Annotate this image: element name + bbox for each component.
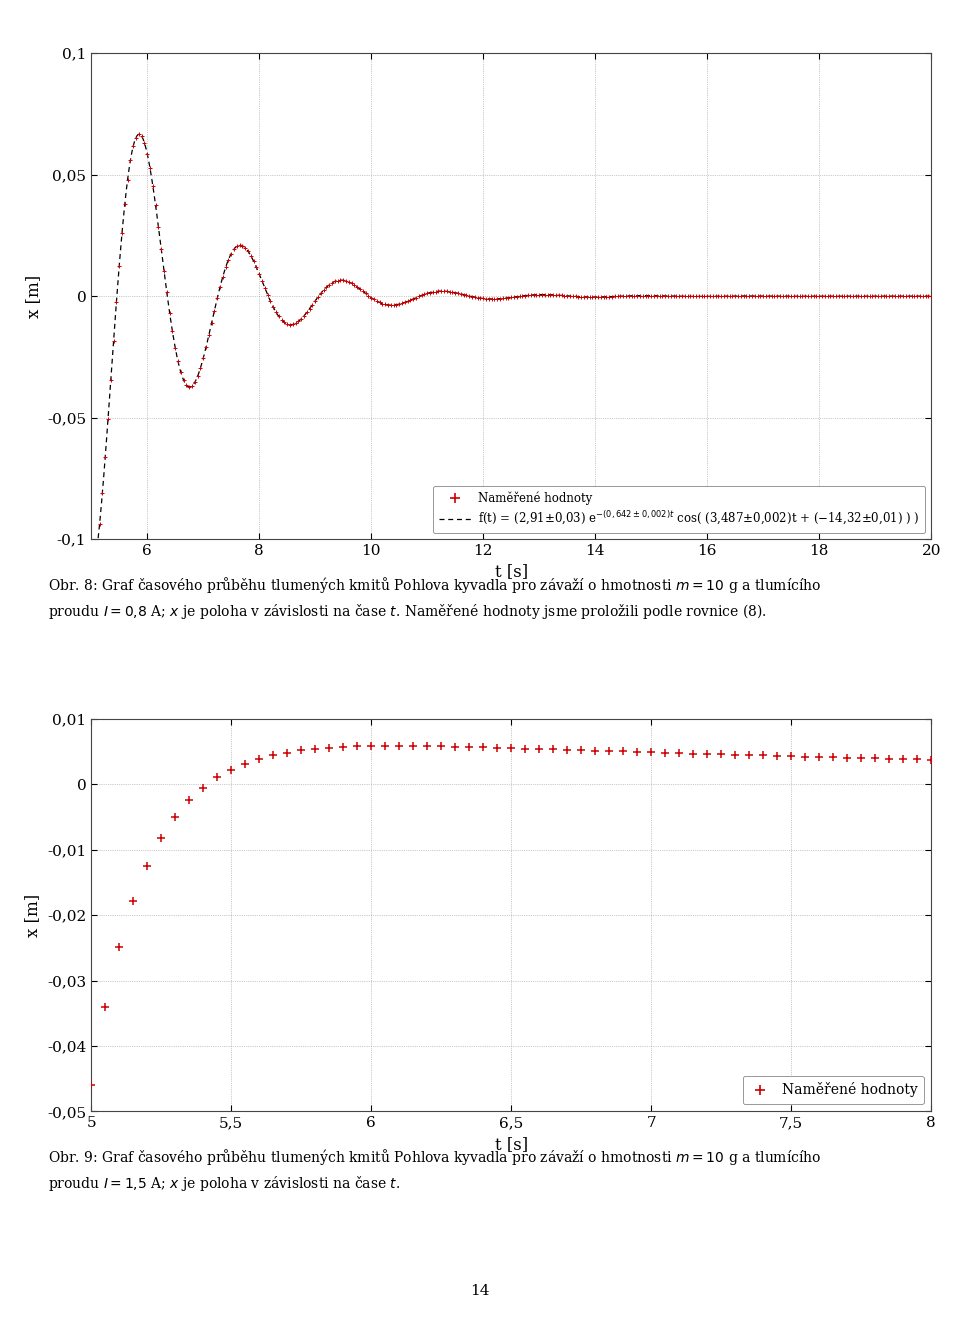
Y-axis label: x [m]: x [m] bbox=[25, 893, 41, 937]
Legend: Naměřené hodnoty, f(t) = (2,91$\pm$0,03) e$^{-(0,642\pm0,002)t}$ cos( (3,487$\pm: Naměřené hodnoty, f(t) = (2,91$\pm$0,03)… bbox=[433, 486, 925, 534]
Y-axis label: x [m]: x [m] bbox=[25, 274, 41, 318]
Text: Obr. 9: Graf časového průběhu tlumených kmitů Pohlova kyvadla pro závaží o hmotn: Obr. 9: Graf časového průběhu tlumených … bbox=[48, 1147, 822, 1167]
X-axis label: t [s]: t [s] bbox=[494, 563, 528, 580]
Text: Obr. 8: Graf časového průběhu tlumených kmitů Pohlova kyvadla pro závaží o hmotn: Obr. 8: Graf časového průběhu tlumených … bbox=[48, 575, 822, 595]
Legend: Naměřené hodnoty: Naměřené hodnoty bbox=[743, 1075, 924, 1105]
X-axis label: t [s]: t [s] bbox=[494, 1135, 528, 1153]
Text: 14: 14 bbox=[470, 1283, 490, 1298]
Text: proudu $I = 0{,}8$ A; $x$ je poloha v závislosti na čase $t$. Naměřené hodnoty j: proudu $I = 0{,}8$ A; $x$ je poloha v zá… bbox=[48, 602, 767, 620]
Text: proudu $I = 1{,}5$ A; $x$ je poloha v závislosti na čase $t$.: proudu $I = 1{,}5$ A; $x$ je poloha v zá… bbox=[48, 1174, 400, 1193]
